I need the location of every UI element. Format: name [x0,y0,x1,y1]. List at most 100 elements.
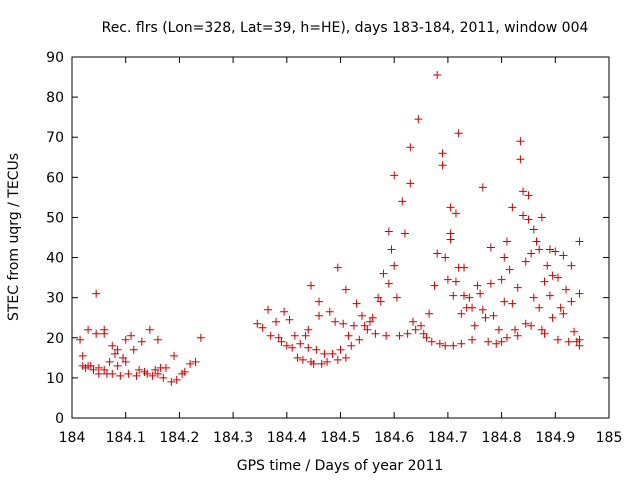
data-point [419,329,428,338]
data-point [153,335,162,344]
data-point [170,351,179,360]
data-point [567,297,576,306]
data-point [548,271,557,280]
data-point [105,357,114,366]
data-point [116,371,125,380]
data-point [135,365,144,374]
data-point [553,335,562,344]
data-point [331,317,340,326]
data-point [277,337,286,346]
data-point [333,263,342,272]
data-point [113,345,122,354]
data-point [392,293,401,302]
data-point [382,331,391,340]
data-point [92,329,101,338]
data-point [390,261,399,270]
data-point [266,331,275,340]
data-point [556,303,565,312]
data-point [264,305,273,314]
data-point [473,281,482,290]
data-point [280,307,289,316]
data-point [274,333,283,342]
data-point [500,253,509,262]
y-axis-label: STEC from uqrg / TECUs [6,153,22,321]
data-point [304,325,313,334]
data-point [545,245,554,254]
data-point [293,353,302,362]
data-point [137,337,146,346]
data-point [508,299,517,308]
data-point [366,317,375,326]
data-point [86,361,95,370]
data-point [384,279,393,288]
data-point [108,341,117,350]
data-point [433,249,442,258]
data-point [315,311,324,320]
data-point [89,365,98,374]
data-point [551,247,560,256]
data-point [465,293,474,302]
data-point [124,369,133,378]
data-point [457,309,466,318]
data-point [460,263,469,272]
data-point [443,275,452,284]
data-point [575,341,584,350]
axis-ticks [71,56,610,419]
y-tick-label: 0 [55,411,64,427]
data-point [497,275,506,284]
data-point [500,297,509,306]
data-point [527,249,536,258]
data-point [379,269,388,278]
data-point [301,331,310,340]
data-point [492,339,501,348]
data-point [433,71,442,80]
y-tick-label: 70 [46,130,64,146]
x-tick-label: 184.7 [428,430,468,446]
data-point [355,335,364,344]
data-point [575,289,584,298]
data-point [312,345,321,354]
data-point [92,289,101,298]
data-point [347,341,356,350]
data-point [508,203,517,212]
data-point [387,245,396,254]
data-point [352,299,361,308]
data-point [408,317,417,326]
y-tick-label: 10 [46,371,64,387]
data-point [368,313,377,322]
data-point [516,137,525,146]
x-tick-label: 184.4 [267,430,307,446]
data-point [524,191,533,200]
data-point [148,371,157,380]
data-point [441,341,450,350]
data-point [502,333,511,342]
data-point [494,325,503,334]
data-point [417,321,426,330]
x-tick-label: 184.1 [106,430,146,446]
data-point [454,129,463,138]
data-point [143,369,152,378]
data-point [430,281,439,290]
data-point [441,253,450,262]
data-point [325,307,334,316]
data-point [545,291,554,300]
data-point [341,353,350,362]
data-point [446,203,455,212]
data-point [535,303,544,312]
data-point [100,329,109,338]
data-point [374,293,383,302]
data-point [145,325,154,334]
data-point [398,197,407,206]
y-tick-label: 40 [46,251,64,267]
x-tick-label: 184.9 [535,430,575,446]
data-point [333,355,342,364]
data-point [296,339,305,348]
data-point [524,215,533,224]
y-tick-label: 90 [46,50,64,66]
data-point [478,305,487,314]
data-point [317,359,326,368]
data-point [357,311,366,320]
data-point [468,303,477,312]
data-point [567,261,576,270]
